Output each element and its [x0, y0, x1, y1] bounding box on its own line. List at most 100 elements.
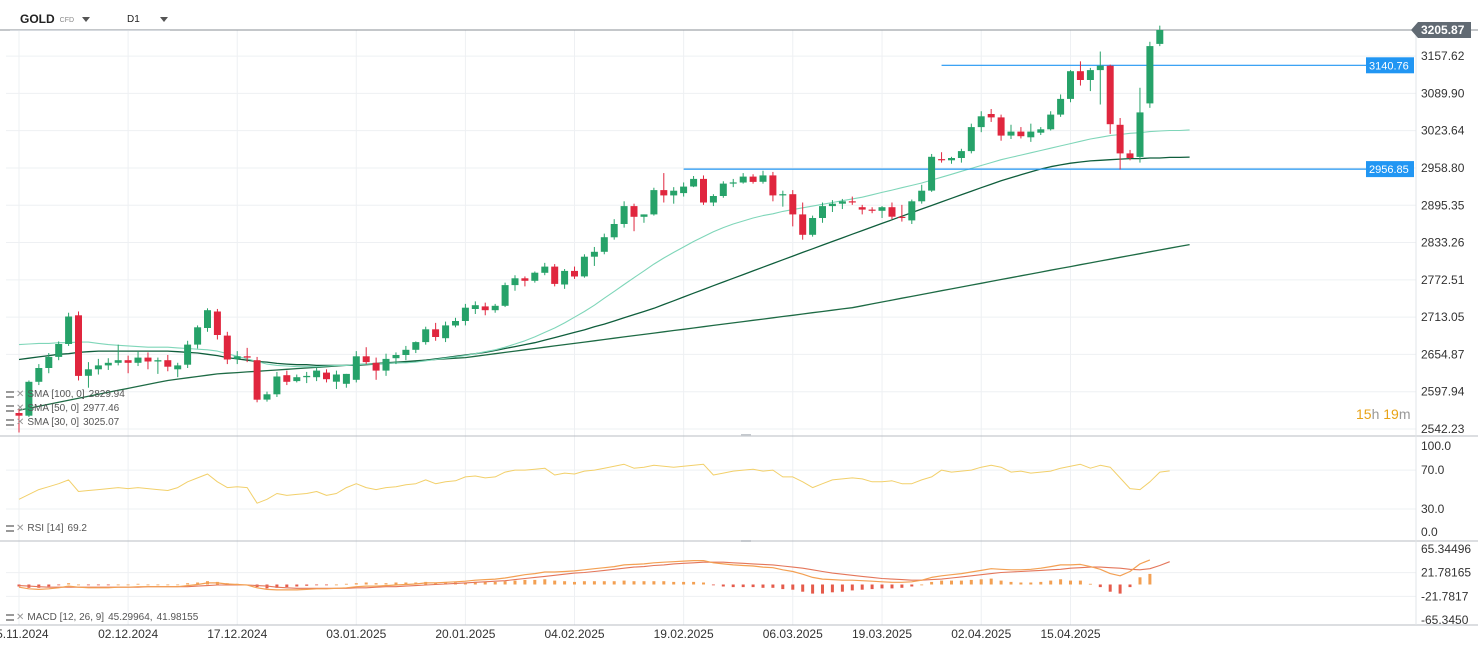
legend-rsi[interactable]: ✕ RSI [14] 69.2: [6, 523, 87, 534]
macd-histogram-bar: [850, 584, 854, 591]
macd-tick-label: -21.7817: [1421, 589, 1469, 603]
macd-histogram-bar: [285, 584, 289, 588]
macd-histogram-bar: [940, 580, 944, 585]
candle-body: [273, 376, 281, 395]
date-tick-label: 17.12.2024: [207, 627, 267, 641]
close-icon[interactable]: ✕: [16, 612, 25, 623]
symbol-selector[interactable]: GOLD CFD: [10, 8, 170, 31]
macd-histogram-bar: [483, 581, 487, 585]
interval-selector[interactable]: D1: [120, 8, 172, 30]
macd-histogram-bar: [1088, 583, 1092, 585]
candle-body: [828, 203, 836, 207]
candle-body: [977, 116, 985, 128]
chevron-down-icon[interactable]: [159, 16, 168, 22]
macd-histogram-bar: [632, 581, 636, 585]
candle-body: [303, 375, 311, 378]
macd-histogram-bar: [731, 584, 735, 588]
legend-sma50-name: SMA [50, 0]: [27, 403, 80, 414]
macd-histogram-bar: [186, 583, 190, 585]
macd-histogram-bar: [1029, 582, 1033, 585]
price-tick-label: 3157.62: [1421, 49, 1465, 63]
macd-histogram-bar: [1098, 584, 1102, 588]
price-tick-label: 2542.23: [1421, 422, 1465, 436]
chevron-down-icon[interactable]: [82, 16, 91, 22]
close-icon[interactable]: ✕: [16, 523, 25, 534]
candle-body: [779, 194, 787, 196]
macd-histogram-bar: [344, 583, 348, 585]
candle-body: [868, 209, 876, 211]
candle-body: [1136, 112, 1144, 157]
macd-histogram-bar: [305, 584, 309, 586]
macd-histogram-bar: [652, 581, 656, 585]
close-icon[interactable]: ✕: [16, 417, 25, 428]
legend-sma30[interactable]: ✕ SMA [30, 0] 3025.07: [6, 417, 119, 428]
macd-histogram-bar: [672, 581, 676, 585]
close-icon[interactable]: ✕: [16, 403, 25, 414]
macd-histogram-bar: [364, 582, 368, 585]
legend-sma100-name: SMA [100, 0]: [27, 389, 85, 400]
macd-signal-line: [18, 561, 1170, 589]
macd-histogram-bar: [384, 583, 388, 585]
candle-body: [789, 194, 797, 215]
candle-body: [997, 117, 1005, 136]
candle-body: [610, 224, 618, 238]
candle-body: [491, 305, 499, 311]
price-tick-label: 2597.94: [1421, 385, 1465, 399]
macd-histogram-bar: [553, 580, 557, 585]
close-icon[interactable]: ✕: [16, 389, 25, 400]
macd-histogram-bar: [642, 581, 646, 585]
candle-body: [948, 158, 955, 161]
macd-axis: 65.34496 21.78165 -21.7817 -65.3450: [1421, 542, 1471, 627]
macd-histogram-bar: [890, 584, 894, 589]
candle-body: [967, 127, 975, 152]
candle-body: [501, 285, 509, 306]
drag-handle-icon[interactable]: [6, 525, 14, 532]
macd-histogram-bar: [612, 581, 616, 585]
macd-histogram-bar: [930, 581, 934, 585]
macd-histogram-bar: [781, 584, 785, 590]
drag-handle-icon[interactable]: [6, 391, 14, 398]
sma50-line: [18, 156, 1190, 367]
candle-body: [104, 362, 112, 366]
candle-body: [313, 370, 321, 378]
candle-body: [1027, 131, 1035, 138]
candle-body: [283, 375, 291, 382]
rsi-line: [18, 463, 1170, 504]
interval-label: D1: [127, 13, 140, 25]
macd-histogram-bar: [354, 583, 358, 585]
legend-macd[interactable]: ✕ MACD [12, 26, 9] 45.29964, 41.98155: [6, 612, 198, 623]
price-tick-label: 2772.51: [1421, 273, 1465, 287]
macd-histogram-bar: [1049, 580, 1053, 585]
macd-histogram-bar: [761, 584, 765, 588]
macd-histogram-bar: [1078, 580, 1082, 585]
drag-handle-icon[interactable]: [6, 419, 14, 426]
macd-histogram-bar: [523, 579, 527, 585]
legend-sma100[interactable]: ✕ SMA [100, 0] 2829.94: [6, 389, 125, 400]
macd-histogram-bar: [751, 584, 755, 588]
macd-histogram-bar: [989, 578, 993, 585]
rsi-tick-label: 30.0: [1421, 502, 1445, 516]
price-axis: 3157.62 3089.90 3023.64 2958.80 2895.35 2833.…: [1421, 49, 1465, 436]
rsi-axis: 100.0 70.0 30.0 0.0: [1421, 439, 1451, 539]
drag-handle-icon[interactable]: [6, 614, 14, 621]
candle-body: [84, 369, 92, 376]
current-price-label: 3205.87: [1421, 23, 1465, 37]
macd-histogram-bar: [1009, 581, 1013, 585]
candle-body: [620, 206, 628, 224]
rsi-tick-label: 70.0: [1421, 463, 1445, 477]
price-tick-label: 3023.64: [1421, 124, 1465, 138]
drag-handle-icon[interactable]: [6, 405, 14, 412]
candle-body: [769, 175, 777, 196]
candle-body: [878, 207, 886, 211]
candle-body: [928, 156, 936, 191]
candle-body: [392, 355, 400, 359]
sma-lines: [18, 129, 1190, 411]
candle-body: [938, 159, 946, 161]
legend-sma50[interactable]: ✕ SMA [50, 0] 2977.46: [6, 403, 119, 414]
macd-tick-label: 65.34496: [1421, 542, 1471, 556]
horizontal-levels[interactable]: [683, 64, 1366, 170]
macd-histogram-bar: [77, 584, 80, 586]
macd-histogram-bar: [741, 584, 745, 588]
level-price-tag: [1366, 161, 1414, 178]
